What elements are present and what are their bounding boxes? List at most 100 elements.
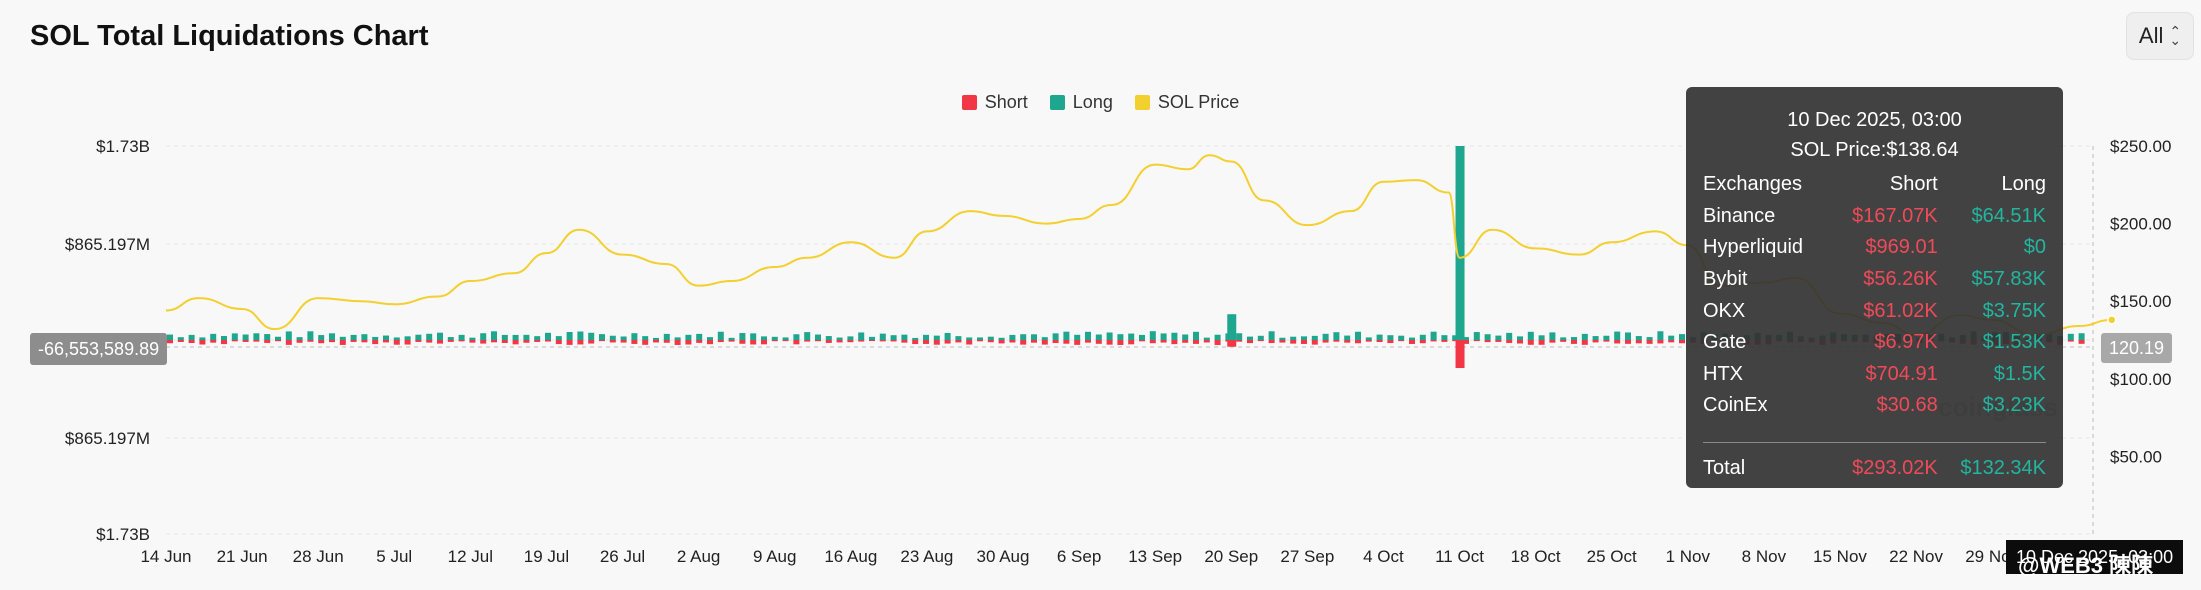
long-bar <box>577 331 584 340</box>
long-bar <box>339 336 346 340</box>
long-bar <box>1560 337 1567 340</box>
long-bar <box>1668 335 1675 340</box>
long-bar <box>987 336 994 340</box>
left-axis-tick: $865.197M <box>65 235 150 254</box>
long-bar <box>555 336 562 340</box>
x-axis-tick: 19 Jul <box>524 547 569 566</box>
legend-item-sol-price[interactable]: SOL Price <box>1134 92 1239 113</box>
short-bar <box>847 340 854 343</box>
short-bar <box>296 340 303 343</box>
tooltip-row: CoinEx $30.68 $3.23K <box>1703 390 2046 422</box>
short-bar <box>1419 340 1426 344</box>
long-bar <box>1333 332 1340 340</box>
right-axis-tick: $100.00 <box>2110 370 2171 389</box>
long-bar <box>1592 336 1599 340</box>
tooltip-header-short: Short <box>1889 173 1938 196</box>
time-range-select[interactable]: All ⌃ ⌄ <box>2126 12 2194 60</box>
long-bar <box>1311 335 1318 340</box>
short-bar <box>501 340 508 343</box>
x-axis-tick: 22 Nov <box>1889 547 1943 566</box>
long-bar <box>2078 333 2085 340</box>
long-bar <box>437 332 443 340</box>
x-axis-tick: 25 Oct <box>1587 547 1637 566</box>
short-bar <box>318 340 325 344</box>
long-bar <box>1290 336 1297 340</box>
tooltip-row: OKX $61.02K $3.75K <box>1703 295 2046 327</box>
tooltip-sol-price: SOL Price:$138.64 <box>1790 139 1959 161</box>
long-bar <box>1236 333 1243 340</box>
long-bar <box>318 335 325 340</box>
long-bar <box>1495 335 1502 340</box>
tooltip-long-value: $57.83K <box>1971 268 2046 291</box>
right-axis-tick: $150.00 <box>2110 292 2171 311</box>
long-bar <box>1009 334 1016 340</box>
long-bar <box>1128 333 1135 340</box>
legend-label-short: Short <box>984 92 1028 112</box>
short-bar <box>1409 340 1415 344</box>
long-bar <box>480 333 487 340</box>
long-bar <box>1484 334 1491 340</box>
short-bar <box>285 340 292 345</box>
short-bar <box>815 340 821 342</box>
long-bar <box>1657 331 1664 340</box>
short-bar <box>836 340 843 343</box>
short-bar <box>620 340 627 343</box>
short-bar <box>339 340 346 345</box>
legend-item-short[interactable]: Short <box>961 92 1028 113</box>
long-bar <box>231 333 238 340</box>
legend-item-long[interactable]: Long <box>1049 92 1113 113</box>
long-bar <box>609 335 616 340</box>
short-bar <box>491 340 497 343</box>
long-bar <box>1301 336 1307 340</box>
legend-label-long: Long <box>1072 92 1113 112</box>
short-bar <box>1625 340 1631 344</box>
long-bar <box>458 334 465 340</box>
long-bar <box>1214 334 1221 340</box>
short-bar <box>545 340 551 342</box>
long-bar <box>955 336 962 340</box>
short-bar <box>253 340 260 342</box>
short-bar <box>1430 340 1437 342</box>
long-bar <box>253 333 260 340</box>
long-bar <box>1387 335 1394 340</box>
tooltip-row: Gate $6.97K $1.53K <box>1703 327 2046 359</box>
cursor-left-axis-value: -66,553,589.89 <box>30 333 168 365</box>
tooltip-spacer <box>1703 442 2046 453</box>
short-bar <box>1441 340 1448 342</box>
short-bar <box>1452 340 1459 342</box>
long-bar <box>1571 337 1577 340</box>
short-bar <box>825 340 832 343</box>
short-bar <box>555 340 562 345</box>
short-bar <box>242 340 249 342</box>
short-bar <box>1506 340 1513 343</box>
long-bar <box>901 334 908 340</box>
short-bar <box>653 340 659 343</box>
left-axis-tick: $865.197M <box>65 429 150 448</box>
long-bar <box>1517 336 1523 340</box>
short-bar <box>221 340 227 345</box>
short-bar <box>609 340 616 343</box>
long-bar <box>1063 331 1070 340</box>
long-bar <box>674 337 681 340</box>
long-bar <box>1625 332 1631 340</box>
left-axis-tick: $1.73B <box>96 137 150 156</box>
tooltip-exchange: Binance <box>1703 204 1776 227</box>
long-bar <box>350 334 357 340</box>
long-bar <box>2067 333 2074 340</box>
short-bar <box>1463 340 1469 344</box>
long-bar <box>771 336 778 340</box>
short-bar <box>685 340 692 345</box>
long-bar <box>210 333 217 340</box>
long-bar <box>685 334 692 340</box>
corner-watermark: @WEB3 陳陳 <box>2018 553 2154 578</box>
long-bar <box>998 337 1005 340</box>
short-bar <box>707 340 713 345</box>
long-bar <box>890 335 897 340</box>
tooltip-short-value: $6.97K <box>1874 331 1938 354</box>
long-bar <box>329 333 335 340</box>
tooltip-divider <box>1703 421 2046 443</box>
long-bar <box>1419 334 1426 340</box>
short-bar <box>329 340 335 343</box>
long-bar <box>879 333 886 340</box>
short-bar <box>1139 340 1145 342</box>
